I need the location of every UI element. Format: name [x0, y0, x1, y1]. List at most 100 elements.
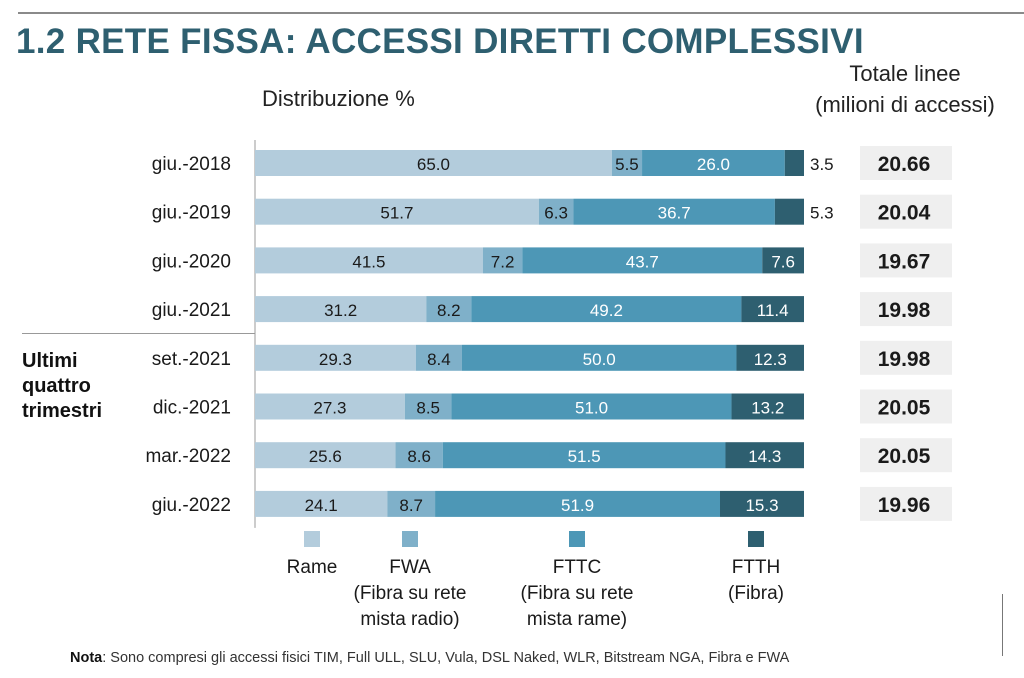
- bar-segment-ftth: [720, 490, 804, 517]
- legend-label-fttc: FTTC: [553, 557, 602, 578]
- bar-segment-rame: [255, 296, 427, 323]
- data-label-rame: 25.6: [309, 447, 342, 466]
- bar-segment-ftth: [731, 393, 804, 420]
- bar-segment-rame: [255, 344, 416, 371]
- legend-swatch-rame: [304, 531, 320, 547]
- data-label-fwa: 8.5: [416, 399, 440, 418]
- bar-segment-fwa: [404, 393, 452, 420]
- total-value: 20.66: [878, 153, 931, 176]
- bar-segment-fttc: [522, 247, 763, 274]
- bar-segment-ftth: [762, 247, 804, 274]
- bar-segment-rame: [255, 150, 612, 176]
- bar-segment-fttc: [442, 442, 726, 469]
- bar-segment-ftth: [741, 296, 804, 323]
- category-label: giu.-2018: [152, 154, 231, 175]
- group-label: Ultimi quattro trimestri: [22, 349, 102, 424]
- legend-label-fttc: mista rame): [527, 609, 627, 630]
- bar-segment-rame: [255, 442, 396, 469]
- right-divider: [1002, 594, 1003, 656]
- data-label-rame: 41.5: [352, 252, 385, 271]
- data-label-ftth: 12.3: [754, 350, 787, 369]
- footnote: Nota: Sono compresi gli accessi fisici T…: [70, 650, 789, 666]
- top-rule: [18, 12, 1024, 14]
- total-value: 20.05: [878, 397, 931, 420]
- legend-swatch-fttc: [569, 531, 585, 547]
- bar-segment-fwa: [426, 296, 472, 323]
- bar-segment-fwa: [415, 344, 462, 371]
- category-label: dic.-2021: [153, 398, 231, 419]
- data-label-rame: 27.3: [313, 399, 346, 418]
- footnote-label: Nota: [70, 650, 103, 666]
- footnote-text: : Sono compresi gli accessi fisici TIM, …: [102, 650, 790, 666]
- total-box: [860, 389, 952, 424]
- legend-label-ftth: FTTH: [732, 557, 781, 578]
- bar-segment-fttc: [573, 198, 775, 225]
- bar-segment-fwa: [387, 490, 436, 517]
- legend-label-fwa: (Fibra su rete: [354, 583, 467, 604]
- data-label-fttc: 51.5: [568, 447, 601, 466]
- legend-label-rame: Rame: [287, 557, 338, 578]
- category-label: giu.-2021: [152, 300, 231, 321]
- total-box: [860, 340, 952, 375]
- data-label-ftth: 11.4: [757, 301, 789, 320]
- total-box: [860, 146, 952, 180]
- data-label-fwa: 5.5: [615, 155, 639, 174]
- category-label: giu.-2019: [152, 203, 231, 224]
- chart-subtitle: Distribuzione %: [262, 86, 415, 111]
- bar-segment-fttc: [461, 344, 737, 371]
- legend-swatch-ftth: [748, 531, 764, 547]
- category-label: giu.-2020: [152, 251, 231, 272]
- bar-segment-fwa: [538, 198, 574, 225]
- data-label-ftth: 5.3: [810, 204, 834, 223]
- page-title: 1.2 RETE FISSA: ACCESSI DIRETTI COMPLESS…: [16, 22, 864, 61]
- category-label: giu.-2022: [152, 495, 231, 516]
- data-label-fttc: 36.7: [658, 204, 691, 223]
- total-value: 19.96: [878, 494, 931, 517]
- total-value: 20.05: [878, 445, 931, 468]
- total-value: 19.98: [878, 299, 931, 322]
- totals-header: Totale linee (milioni di accessi): [790, 58, 1020, 120]
- stacked-bar-chart: giu.-2018 65.0 5.5 26.0 3.5 20.66 giu.-2019 51.…: [22, 140, 952, 630]
- category-label: set.-2021: [152, 349, 231, 370]
- totals-header-line-1: Totale linee: [849, 61, 961, 86]
- group-label-line-2: quattro: [22, 375, 91, 397]
- bar-segment-fttc: [642, 150, 785, 176]
- data-label-ftth: 14.3: [748, 447, 781, 466]
- data-label-ftth: 15.3: [745, 496, 778, 515]
- data-label-fttc: 51.0: [575, 399, 608, 418]
- bar-segment-fwa: [611, 150, 643, 176]
- bar-segment-ftth: [725, 442, 804, 469]
- data-label-rame: 24.1: [305, 496, 338, 515]
- data-label-fwa: 8.2: [437, 301, 461, 320]
- data-label-fttc: 50.0: [583, 350, 616, 369]
- data-label-fwa: 7.2: [491, 252, 515, 271]
- total-box: [860, 243, 952, 278]
- data-label-rame: 51.7: [380, 204, 413, 223]
- total-value: 19.98: [878, 348, 931, 371]
- bar-segment-rame: [255, 247, 483, 274]
- total-box: [860, 438, 952, 473]
- data-label-fttc: 43.7: [626, 252, 659, 271]
- legend-label-ftth: (Fibra): [728, 583, 784, 604]
- bar-segment-fttc: [451, 393, 732, 420]
- data-label-fttc: 51.9: [561, 496, 594, 515]
- legend-label-fwa: mista radio): [360, 609, 459, 630]
- legend-label-fwa: FWA: [389, 557, 431, 578]
- group-label-line-3: trimestri: [22, 400, 103, 422]
- bar-segment-ftth: [784, 150, 804, 176]
- bar-segment-fttc: [471, 296, 742, 323]
- total-value: 19.67: [878, 250, 931, 273]
- bar-segment-fttc: [435, 490, 721, 517]
- group-label-line-1: Ultimi: [22, 350, 78, 372]
- total-box: [860, 292, 952, 327]
- data-label-rame: 31.2: [324, 301, 357, 320]
- total-value: 20.04: [878, 202, 931, 225]
- category-label: mar.-2022: [145, 446, 231, 467]
- total-box: [860, 486, 952, 521]
- data-label-fwa: 8.7: [399, 496, 423, 515]
- data-label-fttc: 49.2: [590, 301, 623, 320]
- data-label-fwa: 6.3: [544, 204, 568, 223]
- data-label-ftth: 3.5: [810, 155, 834, 174]
- bar-segment-fwa: [482, 247, 523, 274]
- data-label-rame: 65.0: [417, 155, 450, 174]
